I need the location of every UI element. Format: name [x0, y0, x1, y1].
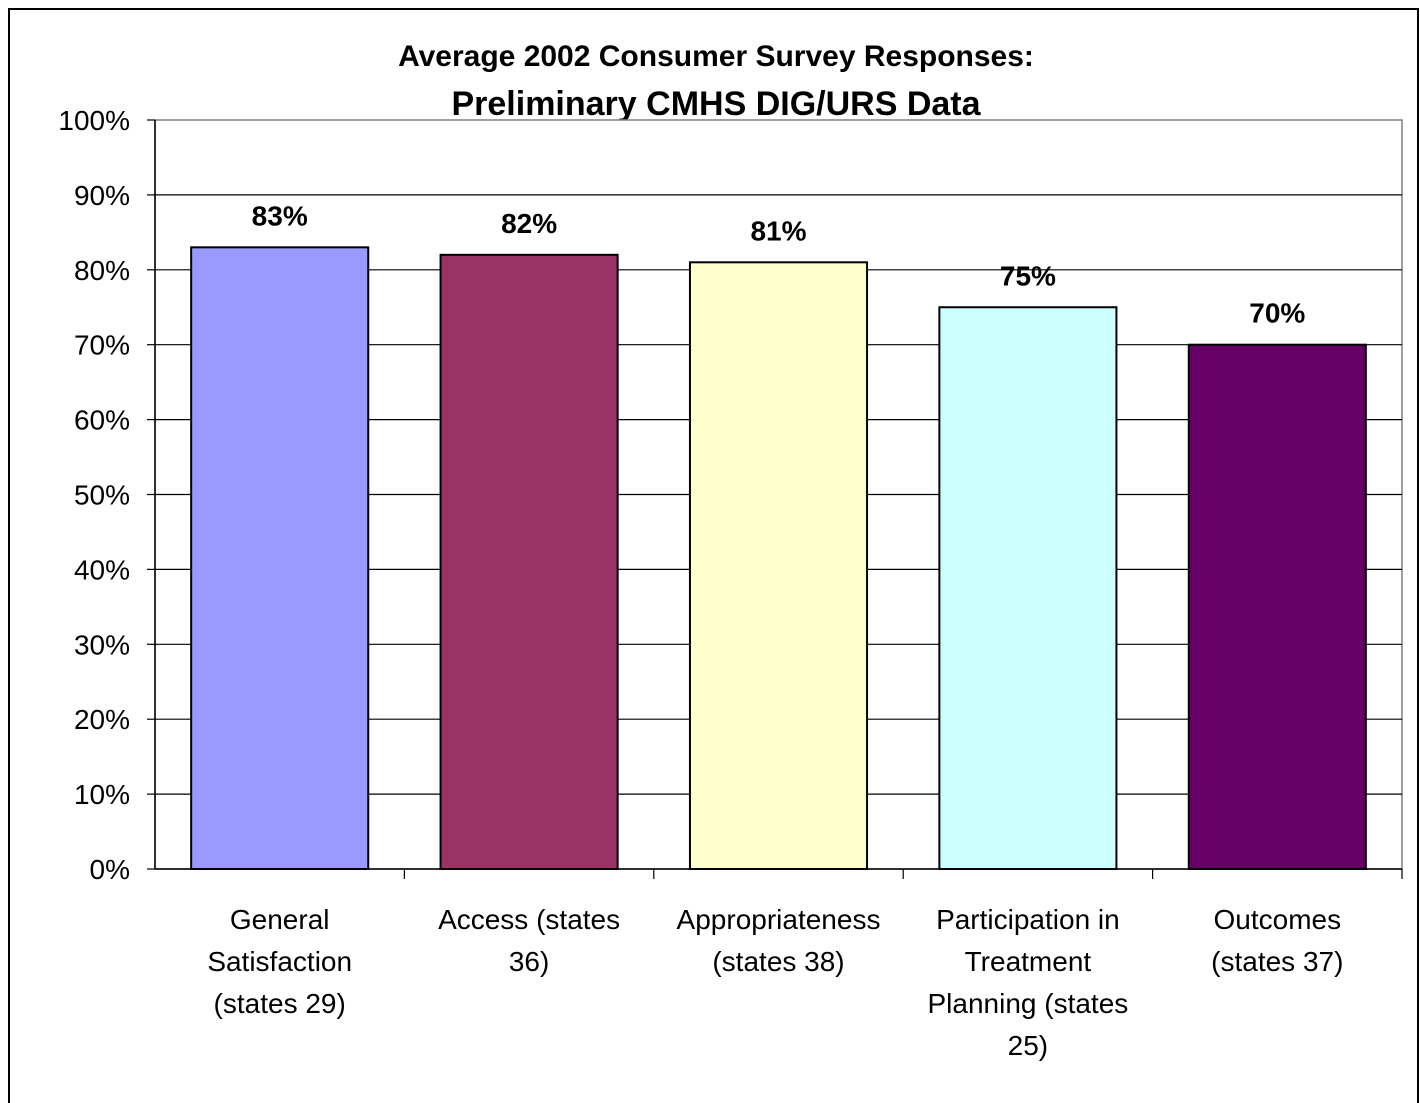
- y-tick-label: 0%: [90, 854, 130, 885]
- category-label-line: Planning (states: [928, 988, 1129, 1019]
- data-label: 82%: [501, 208, 557, 239]
- y-tick-label: 40%: [74, 554, 130, 585]
- bar: [688, 261, 869, 870]
- y-tick-label: 10%: [74, 779, 130, 810]
- data-label: 81%: [750, 215, 806, 246]
- bar: [1187, 343, 1367, 870]
- y-tick-label: 80%: [74, 255, 130, 286]
- category-label-line: General: [230, 904, 330, 935]
- y-tick-label: 100%: [58, 105, 130, 136]
- plot-area: 0% 10% 20% 30% 40% 50% 60% 70% 80% 90% 100% 83% Gene…: [58, 105, 1403, 1061]
- category-label-line: Access (states: [438, 904, 620, 935]
- y-tick-label: 70%: [74, 330, 130, 361]
- y-tick-label: 20%: [74, 704, 130, 735]
- data-label: 83%: [252, 200, 308, 231]
- category-label-line: Satisfaction: [207, 946, 352, 977]
- data-label: 75%: [1000, 260, 1056, 291]
- category-label-line: (states 38): [712, 946, 844, 977]
- category-label-line: (states 29): [214, 988, 346, 1019]
- category-label: Outcomes (states 37): [1211, 904, 1343, 977]
- chart-frame: [8, 8, 1419, 1103]
- y-tick-label: 50%: [74, 480, 130, 511]
- category-label-line: Outcomes: [1213, 904, 1341, 935]
- category-label: Access (states 36): [438, 904, 620, 977]
- category-label-line: (states 37): [1211, 946, 1343, 977]
- bar: [938, 306, 1118, 870]
- category-label: General Satisfaction (states 29): [207, 904, 352, 1019]
- category-label-line: 36): [509, 946, 549, 977]
- category-label: Appropriateness (states 38): [677, 904, 881, 977]
- bar: [439, 253, 619, 870]
- y-tick-label: 60%: [74, 405, 130, 436]
- y-tick-label: 90%: [74, 180, 130, 211]
- chart-title: Average 2002 Consumer Survey Responses:: [398, 40, 1034, 73]
- category-label: Participation in Treatment Planning (state…: [928, 904, 1129, 1061]
- category-label-line: Appropriateness: [677, 904, 881, 935]
- bar: [190, 246, 370, 870]
- chart-subtitle: Preliminary CMHS DIG/URS Data: [451, 85, 981, 123]
- category-label-line: 25): [1008, 1030, 1048, 1061]
- y-tick-label: 30%: [74, 629, 130, 660]
- category-label-line: Treatment: [965, 946, 1092, 977]
- category-label-line: Participation in: [936, 904, 1120, 935]
- data-label: 70%: [1249, 298, 1305, 329]
